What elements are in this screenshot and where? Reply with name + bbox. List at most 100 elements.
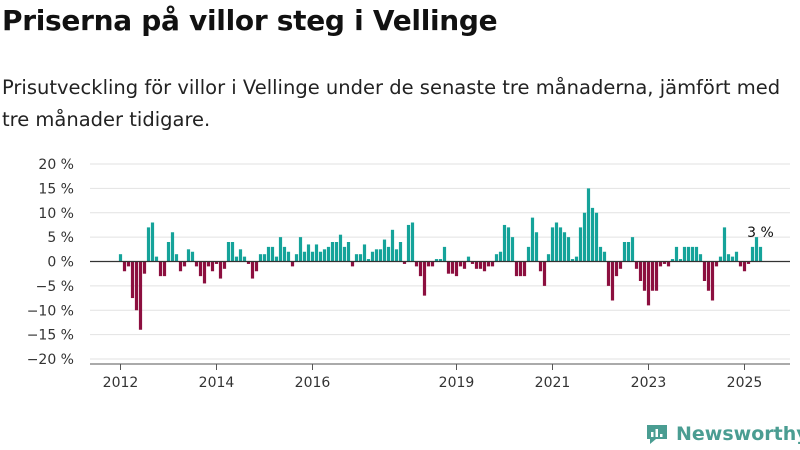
bar: [306, 244, 311, 262]
y-tick-label: −20 %: [27, 352, 74, 368]
bar: [438, 259, 443, 262]
bar: [190, 251, 195, 262]
bar: [534, 232, 539, 262]
bar: [502, 224, 507, 262]
y-tick-label: 20 %: [38, 157, 74, 173]
bar: [158, 261, 163, 277]
bar: [602, 251, 607, 262]
bar: [678, 259, 683, 262]
bar: [166, 242, 171, 262]
bar: [702, 261, 707, 281]
bar: [434, 259, 439, 262]
bar: [622, 242, 627, 262]
bar: [342, 246, 347, 262]
bar: [686, 246, 691, 262]
bar: [566, 237, 571, 262]
bar: [278, 237, 283, 262]
bar: [138, 261, 143, 330]
bar: [186, 249, 191, 262]
bar: [458, 261, 463, 267]
annotations: 3 %: [747, 225, 774, 241]
bar: [682, 246, 687, 262]
y-tick-label: 0 %: [47, 255, 74, 271]
bar: [522, 261, 527, 277]
bar: [402, 261, 407, 264]
bar: [310, 251, 315, 262]
y-tick-label: 10 %: [38, 206, 74, 222]
bar: [666, 261, 671, 267]
bar: [154, 256, 159, 262]
bar: [262, 254, 267, 262]
bar: [390, 229, 395, 262]
bar: [494, 254, 499, 262]
bar: [126, 261, 131, 267]
bar: [302, 251, 307, 262]
bar: [206, 261, 211, 267]
x-tick-label: 2014: [199, 375, 235, 391]
bar: [650, 261, 655, 291]
bar: [526, 246, 531, 262]
bar: [670, 259, 675, 262]
bar: [698, 254, 703, 262]
y-tick-label: 15 %: [38, 181, 74, 197]
bar: [694, 246, 699, 262]
bar: [474, 261, 479, 269]
bar: [378, 249, 383, 262]
y-axis-labels: 20 % 15 % 10 % 5 % 0 % −5 % −10 % −15 % −20 %: [27, 157, 74, 368]
bar: [214, 261, 219, 264]
bar: [490, 261, 495, 267]
bar: [726, 254, 731, 262]
y-tick-label: 5 %: [47, 230, 74, 246]
bar: [374, 249, 379, 262]
bar: [346, 242, 351, 262]
bar: [482, 261, 487, 272]
bar: [590, 207, 595, 262]
bar: [714, 261, 719, 267]
bar: [578, 227, 583, 262]
bar: [506, 227, 511, 262]
bar: [550, 227, 555, 262]
bar: [326, 246, 331, 262]
bar: [486, 261, 491, 267]
bar: [554, 222, 559, 262]
x-tick-label: 2021: [535, 375, 571, 391]
bar: [598, 246, 603, 262]
last-value-label: 3 %: [747, 225, 774, 241]
bar: [330, 242, 335, 262]
bar: [266, 246, 271, 262]
bar: [202, 261, 207, 284]
bar: [658, 261, 663, 267]
bar: [282, 246, 287, 262]
bar: [234, 256, 239, 262]
bar: [246, 261, 251, 264]
bar: [178, 261, 183, 272]
bar: [610, 261, 615, 301]
bar: [298, 237, 303, 262]
bar: [238, 249, 243, 262]
bar: [430, 261, 435, 267]
bar: [734, 251, 739, 262]
bar: [118, 254, 123, 262]
bar: [362, 244, 367, 262]
bar: [406, 224, 411, 262]
bar: [134, 261, 139, 311]
bar: [146, 227, 151, 262]
bar: [422, 261, 427, 296]
bar: [470, 261, 475, 264]
bar: [710, 261, 715, 301]
chart-title: Priserna på villor steg i Vellinge: [2, 4, 498, 37]
bar: [758, 246, 763, 262]
bar: [174, 254, 179, 262]
bar: [674, 246, 679, 262]
bar: [350, 261, 355, 267]
bar: [270, 246, 275, 262]
bar: [222, 261, 227, 269]
brand-name: Newsworthy: [676, 423, 800, 445]
bar: [142, 261, 147, 274]
bar: [706, 261, 711, 291]
bar: [642, 261, 647, 291]
x-tick-label: 2019: [439, 375, 475, 391]
grid-layer: [90, 163, 790, 360]
x-tick-label: 2023: [631, 375, 667, 391]
bar: [618, 261, 623, 269]
